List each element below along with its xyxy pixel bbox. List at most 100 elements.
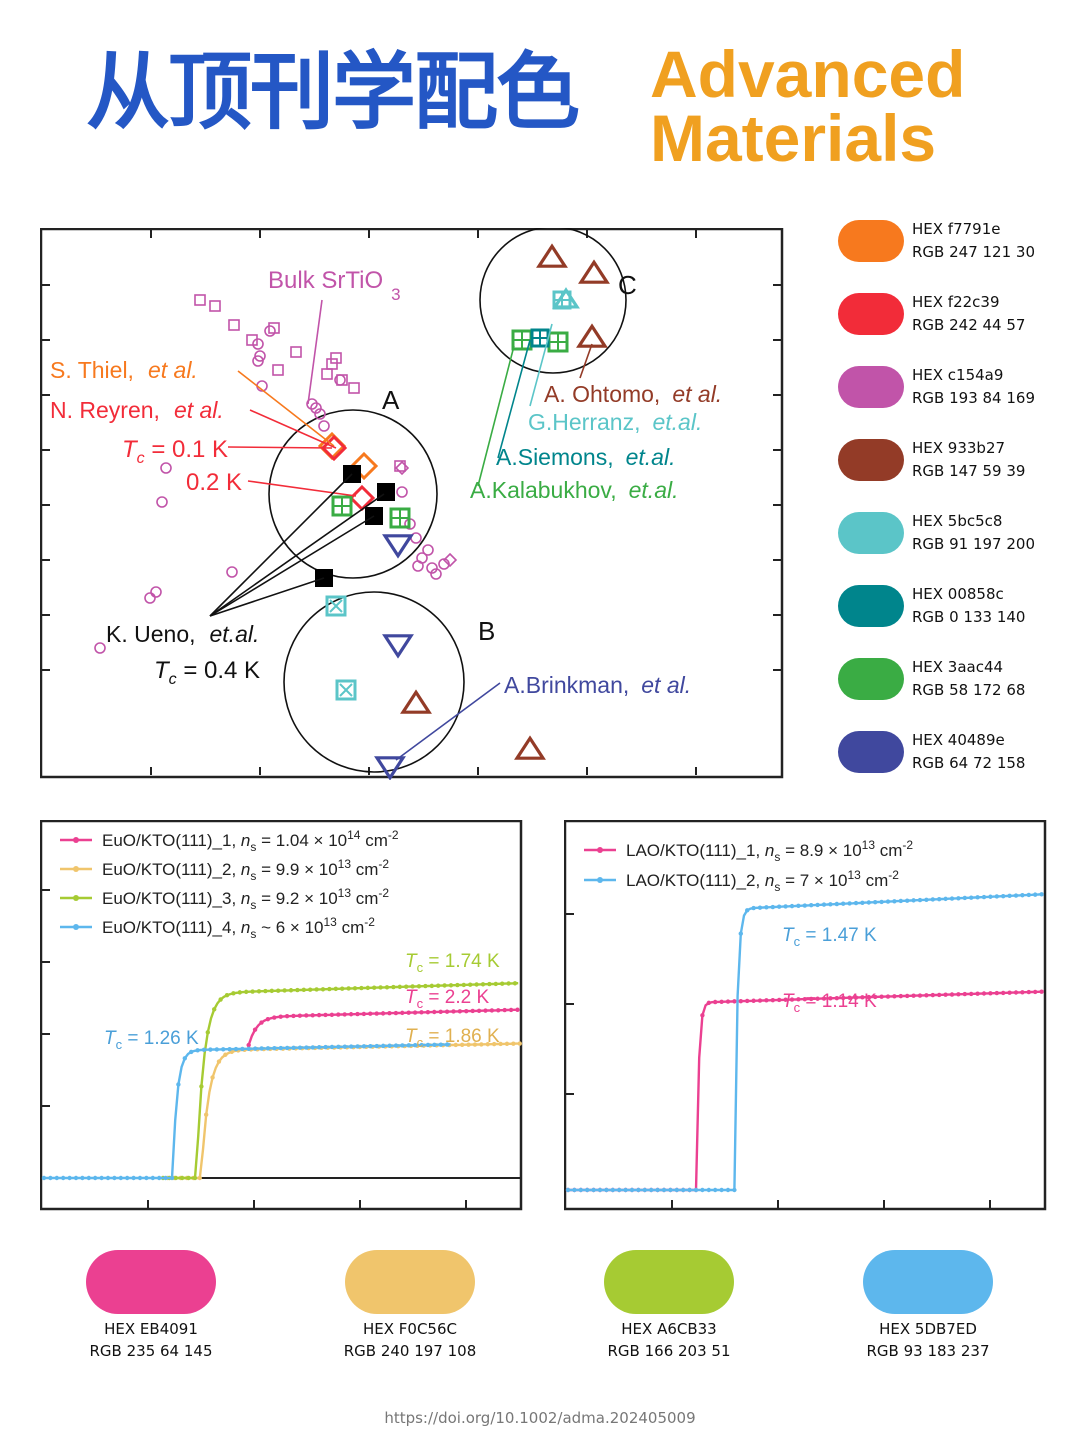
triangle-down-marker xyxy=(382,634,414,659)
legend-label: LAO/KTO(111)_1, ns = 8.9 × 1013 cm-2 xyxy=(626,838,913,864)
data-point xyxy=(459,1042,465,1048)
data-point xyxy=(975,895,980,900)
ueno-label: K. Ueno, et.al. xyxy=(106,621,259,647)
data-point xyxy=(380,1011,386,1016)
data-point xyxy=(438,1009,443,1015)
data-point xyxy=(237,990,242,995)
data-point xyxy=(962,895,967,901)
data-point xyxy=(924,897,929,902)
data-point xyxy=(713,999,718,1005)
data-point xyxy=(578,1187,583,1193)
data-point xyxy=(713,1187,718,1193)
data-point xyxy=(917,993,923,998)
data-point xyxy=(80,1175,85,1181)
tc-label-series-3: Tc = 1.74 K xyxy=(405,951,500,975)
bulk-diamond-marker xyxy=(394,460,410,476)
data-point xyxy=(962,991,967,997)
data-point xyxy=(879,899,884,905)
circle-c-label: C xyxy=(618,270,637,300)
data-point xyxy=(348,1012,354,1017)
data-point xyxy=(48,1175,53,1181)
data-point xyxy=(374,1011,379,1016)
data-point xyxy=(393,1043,399,1048)
data-point xyxy=(352,986,358,991)
data-point xyxy=(476,1008,482,1013)
data-point xyxy=(866,994,871,1000)
legend-item-2: LAO/KTO(111)_2, ns = 7 × 1013 cm-2 xyxy=(584,868,899,894)
bottom-swatch-4-text: HEX 5DB7ED RGB 93 183 237 xyxy=(866,1320,990,1360)
data-point xyxy=(381,1043,386,1049)
data-point xyxy=(336,1012,341,1017)
data-point xyxy=(212,1007,217,1012)
data-point xyxy=(461,982,466,988)
data-point xyxy=(288,988,294,993)
leader-lines xyxy=(209,299,593,761)
series-2 xyxy=(565,892,1044,1193)
data-point xyxy=(233,1046,239,1052)
data-point xyxy=(432,1009,437,1015)
data-point xyxy=(400,1010,405,1016)
swatch-1 xyxy=(838,220,904,262)
data-point xyxy=(757,998,763,1003)
data-point xyxy=(246,1046,251,1051)
data-point xyxy=(173,1175,178,1181)
data-point xyxy=(310,1045,315,1050)
data-point xyxy=(719,1187,724,1193)
circle-b-label: B xyxy=(478,616,495,646)
data-point xyxy=(1013,990,1019,995)
data-point xyxy=(323,1012,328,1018)
tc-label-series-4: Tc = 1.26 K xyxy=(104,1028,199,1052)
data-point xyxy=(368,1011,373,1016)
data-point xyxy=(732,1187,737,1193)
lao-kto-line-chart: LAO/KTO(111)_1, ns = 8.9 × 1013 cm-2 LAO/… xyxy=(564,820,1047,1211)
data-point xyxy=(911,993,916,998)
bulk-square-marker xyxy=(290,346,302,358)
data-point xyxy=(291,1045,296,1051)
data-point xyxy=(413,1042,418,1048)
data-point xyxy=(988,894,993,899)
data-point xyxy=(41,1175,47,1181)
data-point xyxy=(387,1011,392,1016)
data-point xyxy=(157,1175,162,1181)
doi-link[interactable]: https://doi.org/10.1002/adma.202405009 xyxy=(384,1409,696,1427)
tc01-label: Tc = 0.1 K xyxy=(122,436,228,467)
data-point xyxy=(969,895,974,900)
data-point xyxy=(994,990,999,996)
region-circle-c xyxy=(479,228,627,374)
data-point xyxy=(327,986,332,992)
title-line-1: Advanced xyxy=(650,37,966,111)
chart-frame xyxy=(40,228,784,779)
data-point xyxy=(73,1175,79,1181)
data-point xyxy=(693,1187,699,1193)
legend-item-1: LAO/KTO(111)_1, ns = 8.9 × 1013 cm-2 xyxy=(584,838,913,864)
data-point xyxy=(282,988,287,993)
data-point xyxy=(464,1008,469,1014)
data-point xyxy=(144,1175,149,1181)
data-point xyxy=(317,1045,322,1050)
tc01-leader xyxy=(227,446,333,449)
triangle-up-marker xyxy=(514,735,546,760)
data-point xyxy=(770,997,775,1003)
swatch-6 xyxy=(838,585,904,627)
data-point xyxy=(61,1175,66,1181)
data-point xyxy=(378,985,383,990)
data-point xyxy=(496,1008,501,1013)
bulk-square-marker xyxy=(228,319,240,331)
data-point xyxy=(706,1187,711,1193)
euo-kto-line-chart: EuO/KTO(111)_1, ns = 1.04 × 1014 cm-2 EuO… xyxy=(40,820,523,1211)
triangle-down-marker xyxy=(374,756,406,780)
data-point xyxy=(700,1013,705,1018)
bulk-square-marker xyxy=(194,294,206,306)
data-point xyxy=(180,1175,185,1181)
bulk-circle-marker xyxy=(160,462,172,474)
data-point xyxy=(284,1014,290,1019)
data-point xyxy=(406,1010,411,1015)
data-point xyxy=(208,1047,213,1052)
data-point xyxy=(1026,989,1031,995)
region-circle-b xyxy=(283,591,465,773)
data-point xyxy=(841,901,846,906)
data-point xyxy=(751,905,756,911)
data-point xyxy=(623,1187,628,1193)
data-point xyxy=(263,988,268,994)
title-line-2: Materials xyxy=(650,101,937,175)
